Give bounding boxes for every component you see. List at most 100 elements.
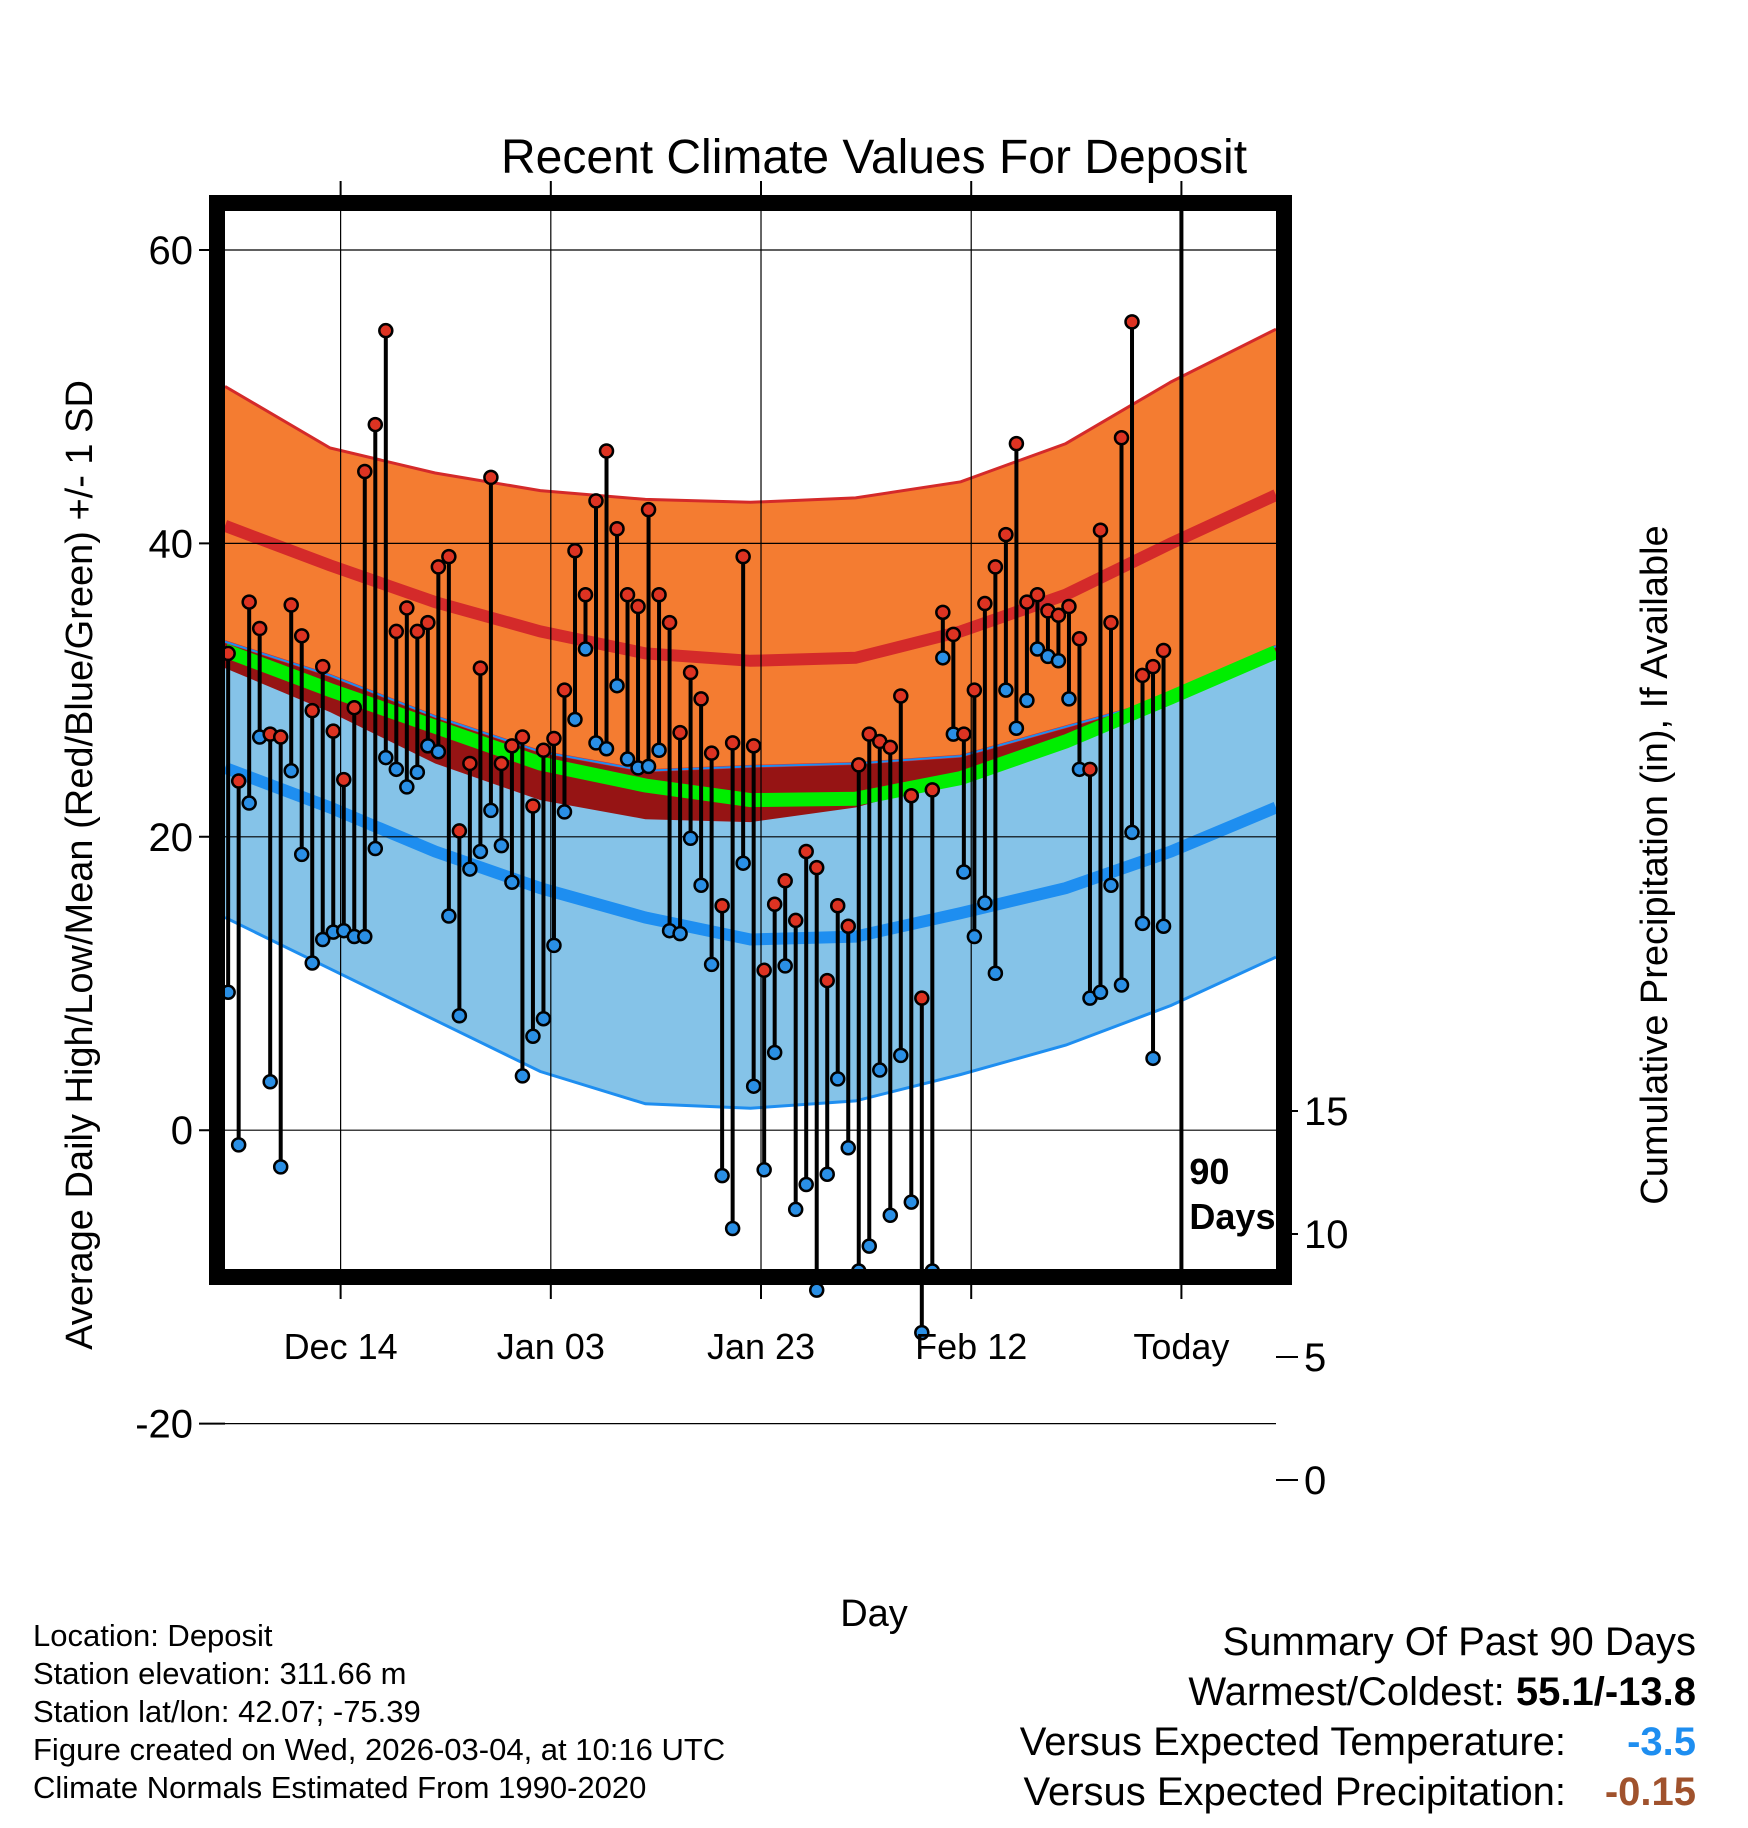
- daily-low-point: [966, 928, 983, 945]
- daily-high-point: [924, 782, 941, 798]
- daily-high-point: [935, 604, 951, 621]
- y-tick-label: -20: [135, 1403, 193, 1447]
- daily-low-point: [367, 840, 384, 857]
- daily-high-point: [577, 586, 594, 603]
- daily-high-point: [525, 798, 541, 814]
- daily-low-point: [693, 877, 709, 893]
- daily-high-point: [651, 586, 667, 603]
- y2-tick-label: 0: [1304, 1459, 1326, 1503]
- daily-high-point: [609, 520, 625, 537]
- daily-low-point: [893, 1047, 909, 1064]
- daily-low-point: [378, 749, 394, 766]
- y-axis-label: Average Daily High/Low/Mean (Red/Blue/Gr…: [59, 380, 101, 1350]
- temp-departure-label: Versus Expected Temperature:: [1019, 1720, 1566, 1764]
- daily-low-point: [1019, 692, 1035, 709]
- daily-high-point: [630, 598, 646, 615]
- daily-high-point: [1029, 586, 1046, 603]
- daily-low-point: [567, 711, 583, 728]
- daily-low-point: [272, 1159, 289, 1175]
- daily-low-point: [1103, 877, 1119, 893]
- daily-high-point: [756, 962, 772, 979]
- daily-high-point: [304, 702, 320, 719]
- daily-low-point: [514, 1068, 531, 1084]
- daily-low-point: [1092, 984, 1109, 1001]
- mean-dark-band: [225, 641, 1276, 823]
- latlon-text: Station lat/lon: 42.07; -75.39: [33, 1694, 421, 1729]
- daily-low-point: [987, 965, 1004, 981]
- daily-low-point: [262, 1074, 278, 1090]
- daily-high-point: [914, 990, 930, 1006]
- daily-high-point: [1113, 430, 1130, 446]
- daily-high-point: [777, 873, 793, 889]
- daily-high-point: [251, 620, 268, 637]
- daily-high-point: [672, 724, 688, 741]
- daily-low-point: [577, 641, 594, 657]
- daily-high-point: [314, 658, 331, 675]
- y2-tick-label: 5: [1304, 1336, 1326, 1380]
- daily-low-point: [682, 830, 699, 847]
- daily-low-point: [483, 802, 499, 819]
- daily-high-point: [819, 972, 835, 989]
- daily-high-point: [1145, 658, 1161, 675]
- daily-high-point: [546, 730, 562, 747]
- daily-high-point: [325, 723, 342, 739]
- x-tick-label: Dec 14: [284, 1326, 398, 1367]
- daily-high-point: [766, 896, 783, 913]
- daily-low-point: [283, 763, 299, 779]
- daily-high-point: [714, 897, 730, 914]
- daily-high-point: [724, 735, 741, 751]
- daily-low-point: [977, 895, 993, 911]
- daily-low-point: [1050, 653, 1067, 669]
- daily-high-point: [1050, 607, 1067, 624]
- daily-low-point: [1008, 720, 1025, 736]
- daily-high-point: [336, 771, 352, 788]
- daily-high-point: [945, 626, 962, 643]
- daily-high-point: [1071, 631, 1088, 647]
- daily-low-point: [472, 843, 489, 860]
- x-tick-label: Jan 03: [497, 1326, 605, 1367]
- y2-tick-label: 15: [1304, 1090, 1349, 1134]
- daily-low-point: [241, 795, 257, 811]
- daily-low-point: [1029, 641, 1046, 657]
- daily-high-point: [1124, 314, 1140, 330]
- daily-high-point: [367, 416, 384, 433]
- x-tick-label: Jan 23: [707, 1326, 815, 1367]
- daily-low-point: [861, 1238, 878, 1254]
- daily-low-point: [293, 846, 310, 863]
- daily-high-point: [241, 594, 257, 610]
- precip-departure-label: Versus Expected Precipitation:: [1023, 1770, 1566, 1814]
- daily-low-point: [798, 1176, 814, 1193]
- daily-high-point: [462, 755, 478, 772]
- daily-high-point: [430, 559, 447, 575]
- daily-high-point: [399, 600, 415, 616]
- daily-low-point: [304, 955, 320, 971]
- high-normal-band: [225, 329, 1276, 771]
- chart-title: Recent Climate Values For Deposit: [501, 131, 1247, 184]
- daily-high-point: [472, 660, 489, 676]
- daily-high-point: [451, 823, 468, 839]
- daily-high-point: [598, 443, 615, 459]
- y2-tick-label: 10: [1304, 1213, 1349, 1257]
- daily-low-point: [935, 650, 951, 666]
- daily-high-point: [504, 738, 520, 754]
- daily-low-point: [872, 1062, 888, 1078]
- y2-axis-label: Cumulative Precipitation (in), If Availa…: [1634, 525, 1676, 1204]
- daily-high-point: [693, 691, 709, 707]
- daily-high-point: [567, 542, 583, 559]
- precip-departure-row: Versus Expected Precipitation: -0.15: [1020, 1767, 1696, 1817]
- daily-high-point: [745, 738, 762, 754]
- daily-low-point: [956, 864, 972, 880]
- daily-high-point: [230, 773, 247, 789]
- daily-low-point: [556, 804, 573, 820]
- daily-high-point: [283, 597, 299, 613]
- daily-high-point: [808, 859, 825, 876]
- created-text: Figure created on Wed, 2026-03-04, at 10…: [33, 1732, 726, 1767]
- daily-low-point: [1061, 691, 1077, 707]
- daily-high-point: [893, 688, 909, 704]
- y-tick-label: 60: [149, 229, 194, 273]
- daily-low-point: [766, 1044, 783, 1061]
- low-lower-line: [225, 916, 1276, 1110]
- daily-high-point: [787, 912, 804, 929]
- precip-departure-value: -0.15: [1604, 1770, 1696, 1814]
